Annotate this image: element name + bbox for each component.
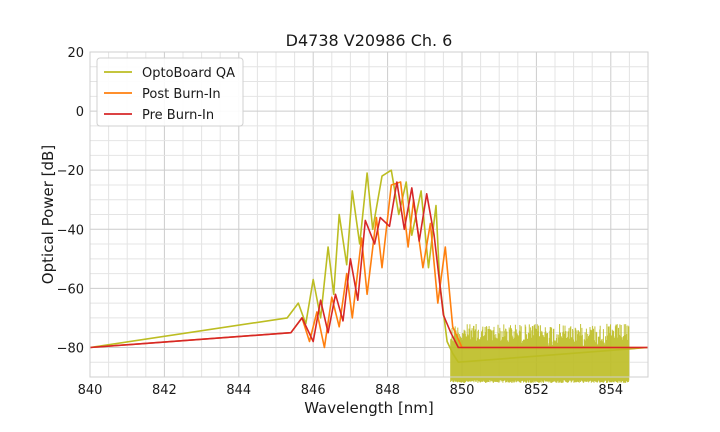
plot-frame bbox=[89, 51, 649, 378]
chart-title: D4738 V20986 Ch. 6 bbox=[286, 31, 453, 50]
x-tick-label: 852 bbox=[524, 383, 549, 398]
legend-box bbox=[96, 57, 244, 127]
y-axis-label: Optical Power [dB] bbox=[39, 145, 57, 284]
x-axis-label: Wavelength [nm] bbox=[304, 399, 434, 417]
x-tick-label: 850 bbox=[450, 383, 475, 398]
y-tick-label: −40 bbox=[57, 223, 84, 238]
x-tick-label: 840 bbox=[78, 383, 103, 398]
x-tick-label: 854 bbox=[598, 383, 623, 398]
series-lines bbox=[89, 169, 649, 363]
x-tick-label: 848 bbox=[375, 383, 400, 398]
series-line-2 bbox=[89, 181, 648, 349]
y-tick-label: 20 bbox=[67, 46, 84, 61]
y-tick-label: −60 bbox=[57, 282, 84, 297]
x-tick-label: 846 bbox=[301, 383, 326, 398]
series-line-0 bbox=[89, 169, 649, 363]
legend-label: Post Burn-In bbox=[142, 87, 221, 102]
y-tick-label: −80 bbox=[57, 341, 84, 356]
legend: OptoBoard QA Post Burn-In Pre Burn-In bbox=[96, 57, 244, 127]
x-tick-label: 844 bbox=[226, 383, 251, 398]
series-line-1 bbox=[89, 181, 648, 349]
y-tick-label: 0 bbox=[76, 105, 84, 120]
x-tick-label: 842 bbox=[152, 383, 177, 398]
x-tick-labels: 840 842 844 846 848 850 852 854 bbox=[78, 383, 624, 398]
y-tick-labels: 20 0 −20 −40 −60 −80 bbox=[57, 46, 84, 356]
legend-label: OptoBoard QA bbox=[142, 66, 235, 81]
y-tick-label: −20 bbox=[57, 164, 84, 179]
legend-label: Pre Burn-In bbox=[142, 108, 214, 123]
